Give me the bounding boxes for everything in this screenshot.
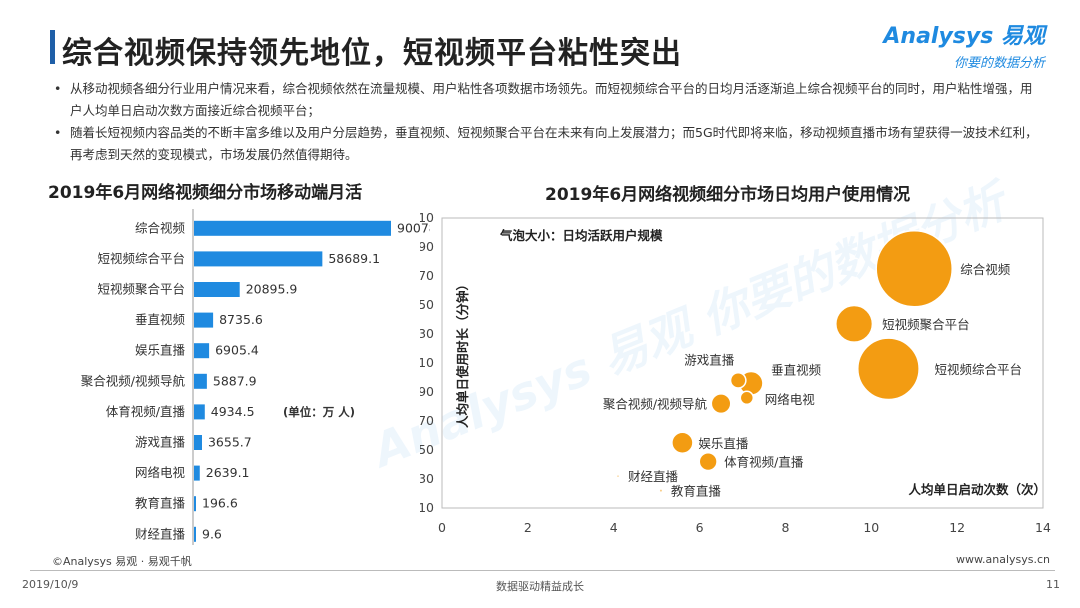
- bar-category-label: 短视频综合平台: [97, 251, 185, 266]
- bullet-item: 从移动视频各细分行业用户情况来看，综合视频依然在流量规模、用户粘性各项数据市场领…: [52, 78, 1042, 122]
- x-tick-label: 8: [781, 520, 789, 535]
- y-tick-label: 10: [420, 500, 434, 515]
- bar-9: [194, 496, 196, 512]
- bar-3: [194, 312, 214, 328]
- bar-value-label: 8735.6: [219, 312, 263, 327]
- footer-site-link[interactable]: www.analysys.cn: [956, 553, 1050, 566]
- bar-category-label: 综合视频: [135, 220, 186, 235]
- plot-frame: [441, 217, 1044, 509]
- y-tick-label: 150: [420, 297, 434, 312]
- bubble-label: 娱乐直播: [698, 436, 749, 451]
- footer-slogan: 数据驱动精益成长: [496, 580, 584, 593]
- bar-4: [194, 343, 210, 359]
- bubble-10: [658, 488, 664, 494]
- bar-value-label: 90078.9: [397, 220, 430, 235]
- bubble-label: 体育视频/直播: [724, 455, 804, 470]
- bar-chart-title: 2019年6月网络视频细分市场移动端月活: [48, 183, 363, 203]
- bar-1: [194, 251, 323, 267]
- footer-date: 2019/10/9: [22, 578, 79, 591]
- bar-value-label: 58689.1: [328, 251, 380, 266]
- bar-category-label: 财经直播: [135, 526, 186, 541]
- bubble-chart: 10 30 50 70 90 110 130 150 170 190 210 0 2 4 6 8 10 12 14 人…: [420, 210, 1051, 535]
- x-tick-label: 4: [610, 520, 618, 535]
- y-axis-label: 人均单日使用时长（分钟）: [455, 278, 470, 428]
- bar-10: [194, 526, 196, 542]
- x-tick-label: 0: [438, 520, 446, 535]
- bullet-item: 随着长短视频内容品类的不断丰富多维以及用户分层趋势，垂直视频、短视频聚合平台在未…: [52, 122, 1042, 166]
- page-number: 11: [1046, 578, 1060, 591]
- y-tick-label: 90: [420, 384, 434, 399]
- bar-chart: 综合视频 90078.9 短视频综合平台 58689.1 短视频聚合平台 20895.9 垂…: [81, 209, 430, 545]
- bubble-5: [739, 390, 755, 406]
- bar-category-label: 教育直播: [135, 496, 186, 511]
- bubble-label: 财经直播: [628, 469, 679, 484]
- logo-main-text: Analysys 易观: [883, 24, 1045, 49]
- bar-value-label: 20895.9: [246, 282, 298, 297]
- y-tick-label: 210: [420, 210, 434, 225]
- y-tick-label: 130: [420, 326, 434, 341]
- footer-divider: [30, 570, 1055, 571]
- x-tick-label: 6: [696, 520, 704, 535]
- bubble-label: 聚合视频/视频导航: [603, 397, 708, 412]
- page-title: 综合视频保持领先地位，短视频平台粘性突出: [62, 36, 682, 71]
- bubble-label: 游戏直播: [684, 352, 735, 367]
- x-tick-label: 2: [524, 520, 532, 535]
- bubble-8: [698, 451, 718, 472]
- y-tick-label: 50: [420, 442, 434, 457]
- bubble-2: [857, 337, 920, 401]
- y-tick-label: 190: [420, 239, 434, 254]
- logo-tagline: 你要的数据分析: [953, 56, 1045, 71]
- x-tick-label: 12: [949, 520, 965, 535]
- bar-category-label: 聚合视频/视频导航: [81, 373, 186, 388]
- bubble-size-note: 气泡大小：日均活跃用户规模: [499, 228, 663, 243]
- footer-copyright: ©Analysys 易观 · 易观千帆: [52, 555, 192, 568]
- bubble-9: [615, 473, 621, 479]
- summary-bullets: 从移动视频各细分行业用户情况来看，综合视频依然在流量规模、用户粘性各项数据市场领…: [52, 78, 1042, 166]
- bubble-label: 短视频综合平台: [934, 362, 1022, 377]
- bar-2: [194, 282, 240, 297]
- y-tick-label: 170: [420, 268, 434, 283]
- bubble-chart-title: 2019年6月网络视频细分市场日均用户使用情况: [545, 185, 911, 205]
- bar-value-label: 5887.9: [213, 373, 257, 388]
- bar-value-label: 2639.1: [206, 465, 250, 480]
- bar-category-label: 体育视频/直播: [106, 404, 186, 419]
- y-tick-label: 70: [420, 413, 434, 428]
- bubble-1: [835, 304, 874, 343]
- title-accent-bar: [50, 30, 55, 64]
- bar-5: [194, 373, 207, 389]
- bubble-0: [875, 230, 953, 308]
- bar-7: [194, 435, 202, 450]
- bubble-label: 综合视频: [960, 262, 1011, 277]
- bar-0: [194, 220, 391, 236]
- bar-category-label: 游戏直播: [135, 435, 186, 450]
- brand-logo: Analysys 易观 你要的数据分析: [883, 18, 1045, 71]
- bar-value-label: 3655.7: [208, 435, 252, 450]
- bubble-label: 垂直视频: [771, 362, 822, 377]
- x-tick-label: 14: [1035, 520, 1051, 535]
- bubble-label: 短视频聚合平台: [882, 317, 970, 332]
- x-axis-label: 人均单日启动次数（次）: [908, 482, 1046, 497]
- bubble-label: 教育直播: [671, 484, 722, 499]
- bar-value-label: 4934.5: [211, 404, 255, 419]
- bar-value-label: 6905.4: [215, 343, 259, 358]
- bar-unit-note: (单位：万 人): [283, 405, 355, 419]
- bar-category-label: 短视频聚合平台: [97, 282, 185, 297]
- x-tick-label: 10: [863, 520, 879, 535]
- bubble-label: 网络电视: [765, 392, 816, 407]
- bubble-3: [729, 371, 747, 389]
- bar-category-label: 娱乐直播: [135, 343, 186, 358]
- bubble-7: [671, 431, 694, 455]
- bar-category-label: 垂直视频: [135, 312, 186, 327]
- bar-category-label: 网络电视: [135, 465, 186, 480]
- y-tick-label: 110: [420, 355, 434, 370]
- bar-value-label: 9.6: [202, 526, 222, 541]
- bar-8: [194, 465, 200, 481]
- bar-value-label: 196.6: [202, 496, 238, 511]
- bar-6: [194, 404, 205, 420]
- y-tick-label: 30: [420, 471, 434, 486]
- bubble-6: [710, 393, 732, 415]
